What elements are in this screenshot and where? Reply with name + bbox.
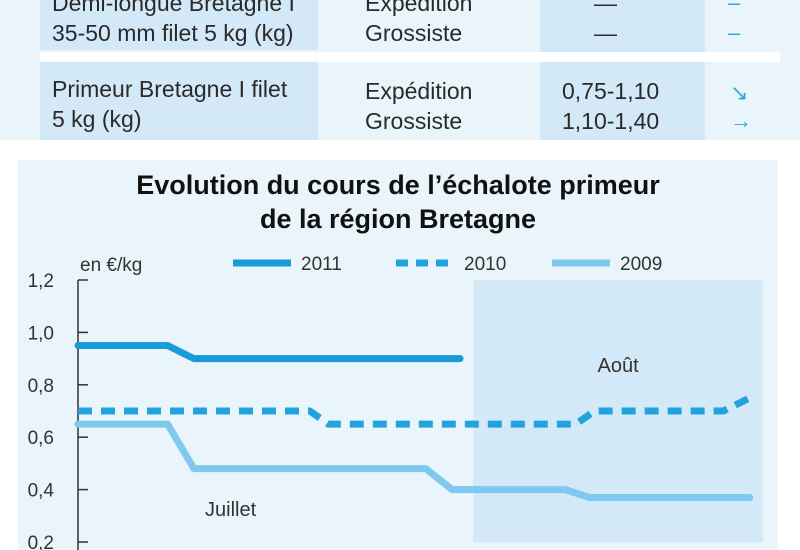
trend-flat-icon: →: [730, 108, 752, 133]
y-tick-label: 0,2: [28, 533, 54, 550]
month-label: Août: [598, 355, 640, 377]
trend-down-icon: ↘: [730, 80, 749, 105]
series-line-2011: [74, 342, 464, 363]
stage-label: Expédition: [365, 0, 473, 16]
price-column-bg: [540, 0, 705, 140]
y-tick-label: 1,0: [28, 323, 54, 344]
trend-icon: –: [728, 0, 741, 15]
chart-title-line2: de la région Bretagne: [259, 204, 537, 234]
product-cell-bg: [40, 0, 318, 50]
y-axis-label: en €/kg: [80, 255, 142, 276]
legend-label: 2011: [301, 254, 342, 275]
price-value: —: [594, 20, 617, 46]
price-value: 1,10-1,40: [562, 108, 660, 134]
line-chart: 0,2 0,4 0,6 0,8 1,0 1,2 en €/kg Juillet Août 2011…: [28, 254, 763, 550]
price-value: 0,75-1,10: [562, 78, 660, 104]
y-tick-label: 1,2: [28, 271, 54, 292]
y-tick-label: 0,6: [28, 428, 54, 449]
series-line-2009: [74, 420, 754, 501]
stage-label: Grossiste: [365, 108, 463, 134]
legend-label: 2010: [464, 254, 506, 275]
series-line-2010: [78, 394, 752, 428]
product-name-line1: Primeur Bretagne I filet: [52, 76, 288, 102]
product-name-line2: 35-50 mm filet 5 kg (kg): [52, 20, 294, 46]
legend-label: 2009: [620, 254, 662, 275]
chart-title-line1: Evolution du cours de l’échalote primeur: [136, 170, 660, 200]
product-name-line2: 5 kg (kg): [52, 106, 142, 132]
price-value: —: [594, 0, 617, 16]
y-tick-label: 0,4: [28, 481, 55, 502]
chart-panel: Evolution du cours de l’échalote primeur…: [18, 160, 778, 550]
stage-label: Expédition: [365, 78, 473, 104]
price-table: Demi-longue Bretagne I 35-50 mm filet 5 …: [0, 0, 800, 150]
trend-icon: –: [728, 20, 741, 45]
stage-label: Grossiste: [365, 20, 463, 46]
product-cell-bg: [40, 62, 318, 140]
product-name-line1: Demi-longue Bretagne I: [52, 0, 295, 16]
y-tick-label: 0,8: [28, 376, 54, 397]
month-label: Juillet: [205, 499, 257, 521]
row-separator: [40, 52, 780, 62]
